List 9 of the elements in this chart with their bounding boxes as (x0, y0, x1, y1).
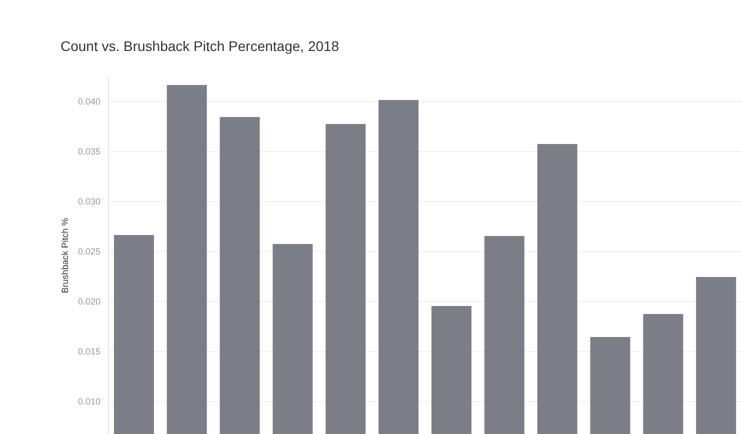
y-axis-title: Brushback Pitch % (60, 218, 70, 294)
y-tick-label: 0.015 (78, 346, 100, 356)
y-tick-label: 0.010 (78, 396, 100, 406)
y-tick-label: 0.035 (78, 146, 100, 156)
y-tick-label: 0.020 (78, 296, 100, 306)
y-tick-label: 0.025 (78, 246, 100, 256)
chart-title: Count vs. Brushback Pitch Percentage, 2018 (60, 38, 340, 54)
y-tick-label: 0.040 (78, 96, 100, 106)
y-tick-label: 0.030 (78, 196, 100, 206)
